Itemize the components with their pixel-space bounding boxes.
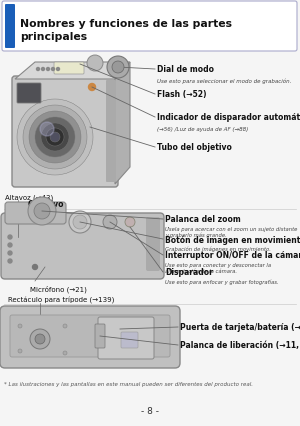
Circle shape	[8, 236, 12, 239]
FancyBboxPatch shape	[17, 84, 41, 104]
Circle shape	[56, 68, 59, 71]
Text: Objetivo: Objetivo	[28, 199, 64, 208]
Text: principales: principales	[20, 32, 87, 42]
Text: (→56) /Luz de ayuda de AF (→88): (→56) /Luz de ayuda de AF (→88)	[157, 127, 248, 132]
Text: * Las ilustraciones y las pantallas en este manual pueden ser diferentes del pro: * Las ilustraciones y las pantallas en e…	[4, 381, 253, 386]
FancyBboxPatch shape	[2, 2, 297, 52]
Circle shape	[125, 218, 135, 227]
Circle shape	[107, 57, 129, 79]
Circle shape	[103, 216, 117, 230]
Circle shape	[40, 123, 54, 137]
Text: - 8 -: - 8 -	[141, 406, 159, 415]
Text: Tubo del objetivo: Tubo del objetivo	[157, 143, 232, 152]
Circle shape	[23, 106, 87, 170]
FancyBboxPatch shape	[5, 202, 66, 225]
Circle shape	[41, 124, 69, 152]
Text: Nombres y funciones de las partes: Nombres y funciones de las partes	[20, 19, 232, 29]
Text: Altavoz (→43): Altavoz (→43)	[5, 194, 53, 201]
Circle shape	[46, 68, 50, 71]
Text: Use esto para conectar y desconectar la
alimentación de la cámara.: Use esto para conectar y desconectar la …	[165, 262, 271, 273]
Text: Puerta de tarjeta/batería (→11, 15): Puerta de tarjeta/batería (→11, 15)	[180, 323, 300, 332]
FancyBboxPatch shape	[146, 218, 160, 271]
Text: Disparador: Disparador	[165, 268, 213, 277]
FancyBboxPatch shape	[98, 317, 154, 359]
Circle shape	[50, 132, 60, 143]
Circle shape	[8, 259, 12, 263]
Text: Use esto para seleccionar el modo de grabación.: Use esto para seleccionar el modo de gra…	[157, 79, 291, 84]
FancyBboxPatch shape	[95, 324, 105, 348]
Circle shape	[18, 349, 22, 353]
Circle shape	[28, 198, 56, 225]
Circle shape	[87, 56, 103, 72]
Text: Interruptor ON/OFF de la cámara: Interruptor ON/OFF de la cámara	[165, 251, 300, 260]
Circle shape	[32, 265, 38, 270]
Circle shape	[41, 68, 44, 71]
Circle shape	[88, 84, 95, 91]
Text: Indicador de disparador automático: Indicador de disparador automático	[157, 113, 300, 122]
Circle shape	[8, 251, 12, 256]
Circle shape	[30, 329, 50, 349]
Circle shape	[17, 100, 93, 176]
Text: Micrófono (→21): Micrófono (→21)	[30, 285, 87, 293]
Circle shape	[112, 62, 124, 74]
FancyBboxPatch shape	[106, 81, 116, 183]
Text: Palanca del zoom: Palanca del zoom	[165, 215, 241, 224]
Circle shape	[34, 204, 50, 219]
Circle shape	[35, 118, 75, 158]
Text: Palanca de liberación (→11, 15): Palanca de liberación (→11, 15)	[180, 341, 300, 350]
FancyBboxPatch shape	[12, 77, 118, 187]
Circle shape	[63, 351, 67, 355]
Text: Rectáculo para trípode (→139): Rectáculo para trípode (→139)	[8, 296, 114, 303]
FancyBboxPatch shape	[54, 63, 84, 75]
Text: Úsela para acercar con el zoom un sujeto distante
y grabarlo más grande.: Úsela para acercar con el zoom un sujet…	[165, 227, 297, 238]
FancyBboxPatch shape	[5, 5, 15, 49]
Circle shape	[8, 243, 12, 248]
Circle shape	[63, 324, 67, 328]
Polygon shape	[15, 63, 130, 80]
Text: Use esto para enfocar y grabar fotografías.: Use esto para enfocar y grabar fotografí…	[165, 279, 279, 285]
Text: Botón de imagen en movimiento: Botón de imagen en movimiento	[165, 235, 300, 244]
FancyBboxPatch shape	[121, 332, 138, 348]
Circle shape	[73, 216, 87, 230]
Polygon shape	[115, 63, 130, 184]
FancyBboxPatch shape	[1, 213, 164, 279]
Text: Flash (→52): Flash (→52)	[157, 90, 206, 99]
Text: Dial de modo: Dial de modo	[157, 65, 214, 74]
Circle shape	[69, 211, 91, 233]
Text: Grabación de imágenes en movimiento.: Grabación de imágenes en movimiento.	[165, 246, 271, 252]
Circle shape	[18, 324, 22, 328]
Circle shape	[35, 334, 45, 344]
FancyBboxPatch shape	[10, 315, 170, 357]
FancyBboxPatch shape	[0, 306, 180, 368]
Circle shape	[37, 68, 40, 71]
Circle shape	[46, 129, 64, 147]
Circle shape	[52, 68, 55, 71]
Circle shape	[29, 112, 81, 164]
